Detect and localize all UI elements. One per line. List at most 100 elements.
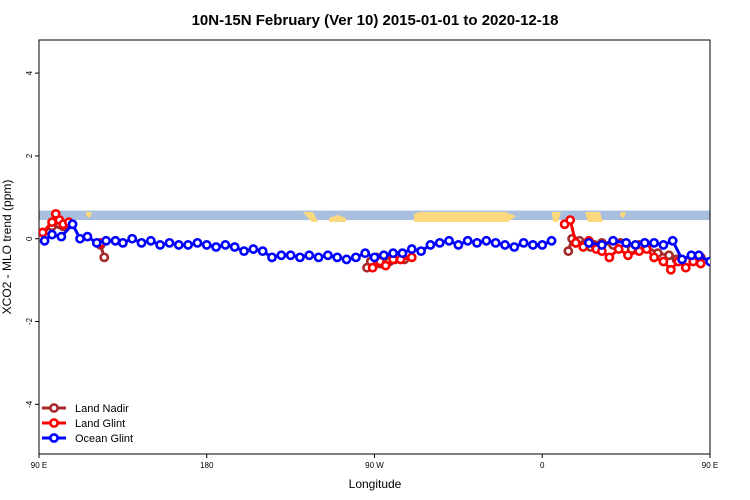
data-point-land-nadir [99, 252, 110, 263]
data-point-ocean-glint [341, 254, 352, 265]
data-point-ocean-glint [434, 237, 445, 248]
data-point-ocean-glint [67, 219, 78, 230]
data-point-ocean-glint [528, 240, 538, 250]
data-point-ocean-glint [276, 250, 287, 261]
data-point-ocean-glint [472, 237, 482, 248]
data-point-ocean-glint [500, 240, 510, 250]
data-point-land-glint [613, 244, 624, 254]
legend-label: Ocean Glint [75, 433, 133, 445]
series-ocean-glint [39, 219, 750, 267]
data-point-ocean-glint [490, 237, 501, 248]
data-point-land-glint [649, 252, 659, 263]
data-point-ocean-glint [397, 248, 408, 259]
data-point-ocean-glint [360, 248, 371, 259]
data-point-ocean-glint [639, 237, 650, 248]
data-point-ocean-glint [677, 254, 687, 265]
data-point-ocean-glint [248, 244, 259, 254]
data-point-ocean-glint [734, 254, 741, 261]
land-africa [414, 212, 516, 222]
x-tick-label: 0 [540, 461, 545, 470]
data-point-ocean-glint [101, 235, 111, 246]
ocean-band [39, 210, 710, 221]
data-point-ocean-glint [56, 231, 67, 242]
legend-label: Land Glint [75, 418, 125, 430]
data-point-ocean-glint [649, 237, 659, 248]
data-point-ocean-glint [304, 250, 315, 261]
data-point-land-nadir [664, 250, 674, 261]
land-ocean-band [39, 210, 710, 222]
data-point-ocean-glint [332, 252, 343, 263]
data-point-ocean-glint [658, 240, 669, 250]
data-point-ocean-glint [91, 237, 102, 248]
series-layer [39, 208, 750, 275]
y-tick-label: -2 [25, 317, 34, 325]
land-india [552, 212, 561, 222]
data-point-ocean-glint [546, 235, 557, 246]
data-point-ocean-glint [257, 246, 268, 257]
legend-label: Land Nadir [75, 403, 129, 415]
x-tick-label: 180 [200, 461, 214, 470]
legend-marker [49, 418, 59, 428]
data-point-ocean-glint [47, 229, 57, 240]
legend-item-land-nadir: Land Nadir [42, 403, 129, 415]
data-point-land-glint [39, 227, 48, 238]
data-point-ocean-glint [686, 250, 697, 261]
legend: Land Nadir Land Glint Ocean Glint [42, 403, 133, 445]
data-point-ocean-glint [425, 240, 436, 250]
data-point-land-nadir [563, 246, 574, 257]
y-tick-label: 0 [25, 236, 34, 241]
data-point-ocean-glint [75, 233, 85, 244]
data-point-ocean-glint [211, 242, 221, 252]
data-point-ocean-glint [583, 237, 594, 248]
data-point-ocean-glint [136, 237, 147, 248]
data-point-ocean-glint [117, 237, 128, 248]
data-point-land-glint [565, 215, 576, 225]
data-point-ocean-glint [183, 240, 194, 250]
data-point-ocean-glint [716, 256, 723, 263]
data-point-ocean-glint [705, 256, 710, 267]
legend-item-ocean-glint: Ocean Glint [42, 433, 133, 445]
data-point-ocean-glint [369, 252, 380, 263]
data-point-land-glint [623, 250, 633, 261]
data-point-ocean-glint [378, 250, 389, 261]
y-tick-label: 2 [25, 153, 34, 158]
data-point-ocean-glint [192, 237, 203, 248]
data-point-ocean-glint [416, 246, 426, 257]
data-point-ocean-glint [608, 235, 618, 246]
data-point-ocean-glint [323, 250, 333, 261]
y-tick-label: -4 [25, 400, 34, 408]
data-point-ocean-glint [406, 244, 417, 254]
data-point-land-glint [665, 264, 676, 275]
data-point-ocean-glint [285, 250, 296, 261]
y-tick-label: 4 [25, 70, 34, 75]
data-point-ocean-glint [621, 237, 632, 248]
data-point-ocean-glint [145, 235, 156, 246]
land-sliver-philippines [620, 212, 626, 218]
data-point-land-glint [380, 260, 391, 271]
data-point-ocean-glint [110, 235, 121, 246]
data-point-ocean-glint [295, 252, 305, 263]
x-tick-label: 90 W [365, 461, 384, 470]
data-point-ocean-glint [462, 235, 473, 246]
data-point-ocean-glint [518, 237, 529, 248]
chart-title: 10N-15N February (Ver 10) 2015-01-01 to … [192, 12, 559, 29]
data-point-ocean-glint [39, 235, 50, 246]
data-point-ocean-glint [220, 240, 231, 250]
data-point-land-glint [680, 262, 691, 273]
data-point-ocean-glint [725, 254, 732, 261]
data-point-ocean-glint [229, 242, 240, 252]
y-axis-label: XCO2 - MLO trend (ppm) [0, 180, 14, 315]
data-point-ocean-glint [453, 240, 464, 250]
data-point-ocean-glint [693, 250, 704, 261]
data-point-ocean-glint [744, 243, 750, 250]
data-point-land-glint [367, 262, 378, 273]
legend-marker [49, 433, 59, 443]
land-sliver-central-america-2 [329, 215, 346, 222]
data-point-land-glint [695, 258, 706, 269]
data-point-land-glint [570, 237, 581, 248]
x-tick-label: 90 E [31, 461, 47, 470]
x-axis: 90 E 180 90 W 0 90 E [31, 454, 718, 470]
data-point-land-glint [604, 252, 615, 263]
land-sliver-central-america [303, 212, 318, 222]
